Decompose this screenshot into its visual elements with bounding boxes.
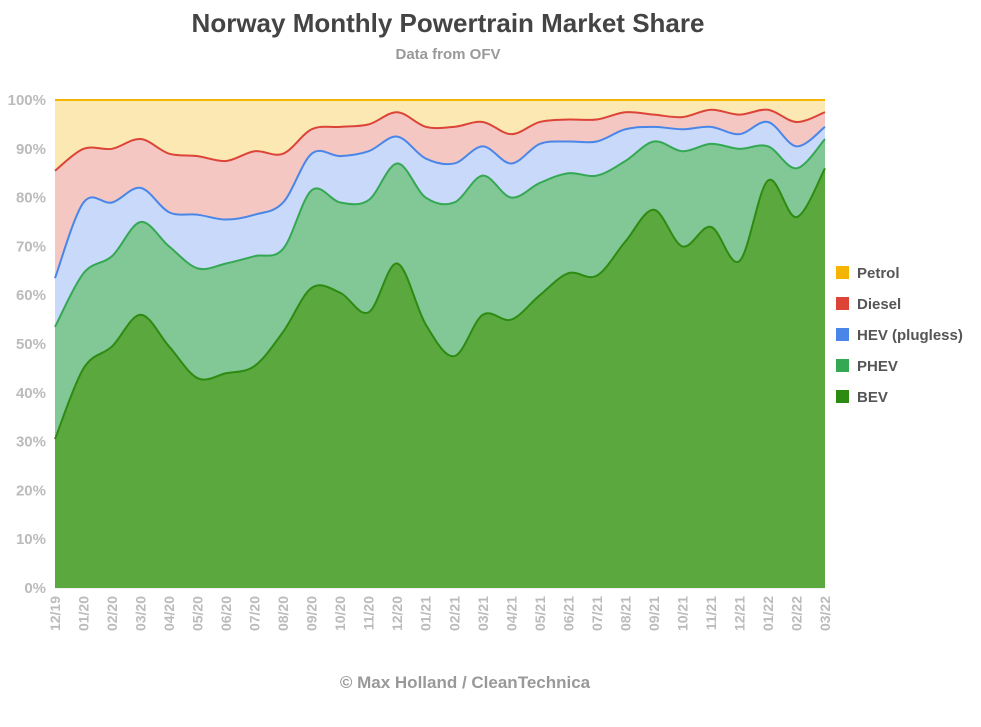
y-tick-label: 70%	[16, 238, 46, 255]
x-tick-label: 09/21	[646, 596, 662, 631]
x-tick-label: 08/20	[275, 596, 291, 631]
series-lines	[54, 99, 826, 440]
y-tick-label: 20%	[16, 482, 46, 499]
line-bev	[54, 167, 826, 440]
line-hev-plugless	[54, 120, 826, 279]
x-tick-label: 07/21	[589, 596, 605, 631]
y-tick-label: 60%	[16, 287, 46, 304]
x-tick-label: 05/21	[532, 596, 548, 631]
chart-subtitle: Data from OFV	[395, 46, 501, 63]
legend-item-hev-plugless: HEV (plugless)	[836, 327, 963, 344]
x-tick-label: 06/20	[218, 596, 234, 631]
y-axis: 0% 10% 20% 30% 40% 50% 60% 70% 80% 90% 100%	[8, 92, 46, 597]
legend-swatch	[836, 359, 849, 372]
x-tick-label: 03/20	[133, 596, 149, 631]
area-hev-plugless	[55, 121, 825, 327]
area-bev	[55, 168, 825, 588]
y-tick-label: 40%	[16, 385, 46, 402]
x-tick-label: 06/21	[560, 596, 576, 631]
legend-item-diesel: Diesel	[836, 296, 901, 313]
x-tick-label: 02/20	[104, 596, 120, 631]
x-tick-label: 12/19	[47, 596, 63, 631]
x-tick-label: 10/20	[332, 596, 348, 631]
x-tick-label: 03/22	[817, 596, 833, 631]
legend-label: Diesel	[857, 296, 901, 313]
x-tick-label: 12/21	[731, 596, 747, 631]
area-series	[55, 100, 825, 588]
area-diesel	[55, 109, 825, 279]
x-tick-label: 03/21	[475, 596, 491, 631]
legend-label: Petrol	[857, 265, 900, 282]
legend-label: HEV (plugless)	[857, 327, 963, 344]
legend-label: PHEV	[857, 358, 898, 375]
y-tick-label: 10%	[16, 531, 46, 548]
legend-item-bev: BEV	[836, 389, 888, 406]
x-tick-label: 02/22	[788, 596, 804, 631]
legend-swatch	[836, 266, 849, 279]
x-tick-label: 04/21	[503, 596, 519, 631]
x-tick-label: 11/21	[703, 596, 719, 630]
legend-swatch	[836, 390, 849, 403]
legend-label: BEV	[857, 389, 888, 406]
x-tick-label: 11/20	[361, 596, 377, 630]
y-tick-label: 30%	[16, 434, 46, 451]
x-tick-label: 09/20	[304, 596, 320, 631]
area-phev	[55, 139, 825, 440]
x-tick-label: 04/20	[161, 596, 177, 631]
legend-item-petrol: Petrol	[836, 265, 900, 282]
x-tick-label: 01/22	[760, 596, 776, 631]
x-tick-label: 12/20	[389, 596, 405, 631]
x-tick-label: 10/21	[674, 596, 690, 631]
legend-swatch	[836, 297, 849, 310]
x-tick-label: 05/20	[190, 596, 206, 631]
chart-credit: © Max Holland / CleanTechnica	[339, 673, 591, 692]
x-axis: 12/19 01/20 02/20 03/20 04/20 05/20 06/20 07/20…	[47, 596, 833, 631]
y-tick-label: 0%	[24, 580, 46, 597]
y-tick-label: 50%	[16, 336, 46, 353]
line-diesel	[54, 108, 826, 172]
chart-title: Norway Monthly Powertrain Market Share	[191, 8, 705, 38]
x-tick-label: 01/20	[76, 596, 92, 631]
y-tick-label: 100%	[8, 92, 46, 109]
legend: Petrol Diesel HEV (plugless) PHEV BEV	[836, 265, 963, 406]
x-tick-label: 07/20	[247, 596, 263, 631]
line-phev	[54, 138, 826, 328]
x-tick-label: 01/21	[418, 596, 434, 631]
legend-item-phev: PHEV	[836, 358, 898, 375]
x-tick-label: 08/21	[617, 596, 633, 631]
y-tick-label: 90%	[16, 141, 46, 158]
legend-swatch	[836, 328, 849, 341]
x-tick-label: 02/21	[446, 596, 462, 631]
y-tick-label: 80%	[16, 190, 46, 207]
